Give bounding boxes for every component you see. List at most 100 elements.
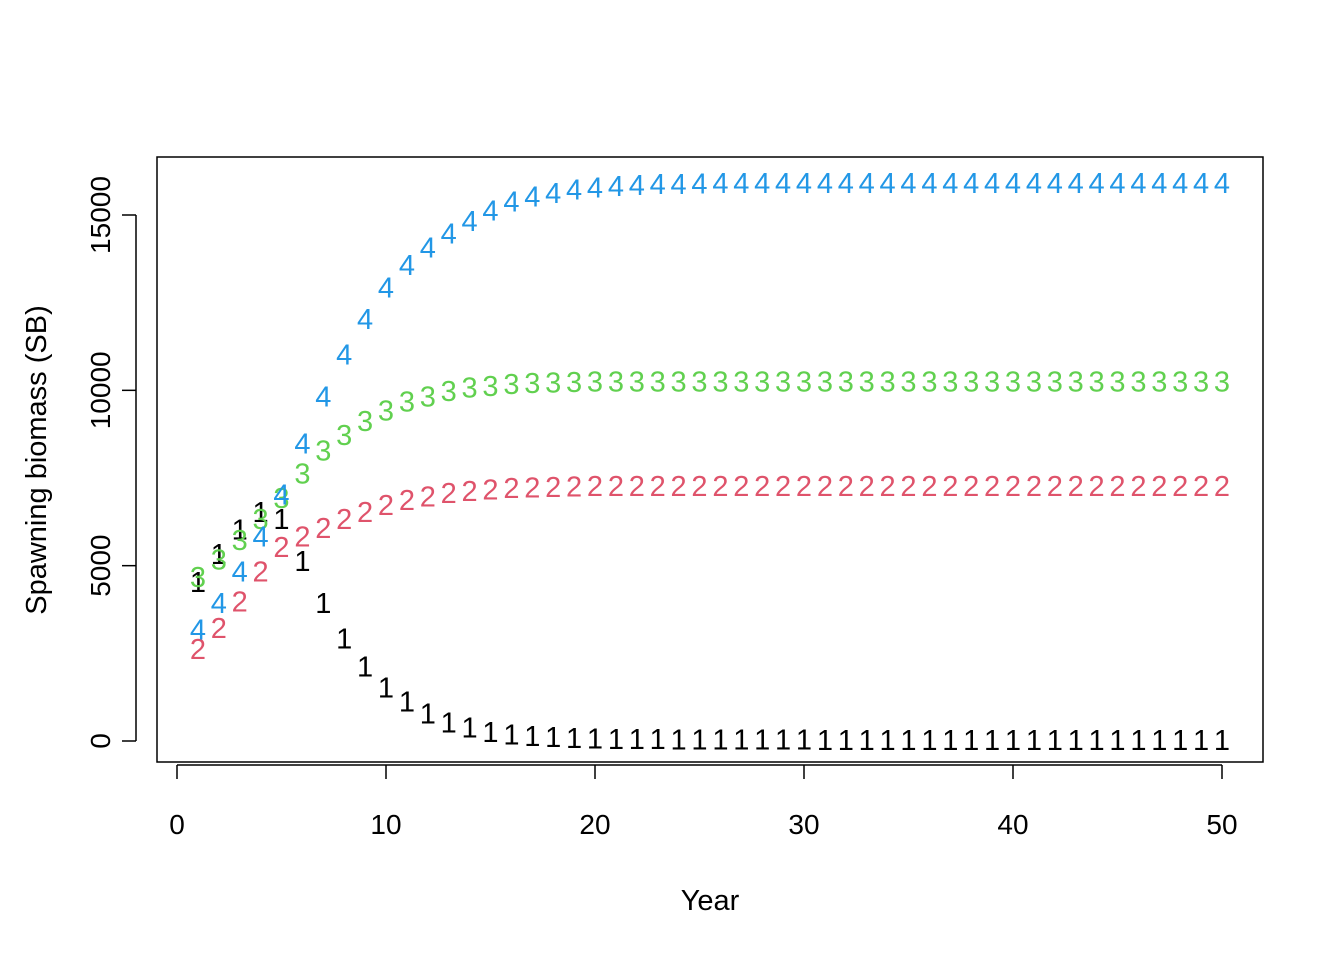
data-point: 2 bbox=[796, 471, 812, 503]
data-point: 4 bbox=[1109, 168, 1125, 200]
data-point: 2 bbox=[629, 471, 645, 503]
data-point: 1 bbox=[462, 713, 478, 745]
data-point: 3 bbox=[1026, 366, 1042, 398]
data-point: 3 bbox=[608, 366, 624, 398]
data-point: 3 bbox=[817, 366, 833, 398]
data-point: 2 bbox=[775, 471, 791, 503]
data-point: 4 bbox=[712, 168, 728, 200]
data-point: 1 bbox=[420, 699, 436, 731]
data-point: 3 bbox=[1193, 366, 1209, 398]
data-point: 3 bbox=[524, 368, 540, 400]
data-point: 2 bbox=[524, 473, 540, 505]
data-point: 1 bbox=[712, 725, 728, 757]
data-point: 1 bbox=[294, 546, 310, 578]
data-point: 4 bbox=[462, 206, 478, 238]
data-point: 2 bbox=[273, 532, 289, 564]
y-axis-title: Spawning biomass (SB) bbox=[21, 305, 53, 614]
data-point: 1 bbox=[1089, 725, 1105, 757]
data-point: 4 bbox=[503, 187, 519, 219]
data-point: 2 bbox=[566, 471, 582, 503]
data-point: 1 bbox=[1151, 725, 1167, 757]
data-point: 4 bbox=[232, 557, 248, 589]
data-point: 3 bbox=[190, 562, 206, 594]
data-point: 2 bbox=[315, 513, 331, 545]
data-point: 2 bbox=[503, 473, 519, 505]
data-point: 3 bbox=[1172, 366, 1188, 398]
data-point: 1 bbox=[1214, 725, 1230, 757]
data-point: 1 bbox=[1026, 725, 1042, 757]
data-point: 3 bbox=[566, 367, 582, 399]
data-point: 1 bbox=[754, 725, 770, 757]
data-point: 2 bbox=[1047, 471, 1063, 503]
data-point: 2 bbox=[880, 471, 896, 503]
data-point: 4 bbox=[294, 429, 310, 461]
data-point: 3 bbox=[629, 366, 645, 398]
data-point: 4 bbox=[838, 168, 854, 200]
data-point: 3 bbox=[900, 366, 916, 398]
data-point: 2 bbox=[1214, 471, 1230, 503]
data-point: 3 bbox=[1214, 366, 1230, 398]
data-point: 2 bbox=[1193, 471, 1209, 503]
data-point: 2 bbox=[232, 586, 248, 618]
data-point: 3 bbox=[984, 366, 1000, 398]
data-point: 4 bbox=[775, 168, 791, 200]
data-point: 2 bbox=[1130, 471, 1146, 503]
data-point: 4 bbox=[190, 615, 206, 647]
data-point: 4 bbox=[1193, 168, 1209, 200]
data-point: 1 bbox=[963, 725, 979, 757]
data-point: 4 bbox=[1151, 168, 1167, 200]
data-point: 4 bbox=[880, 168, 896, 200]
data-point: 3 bbox=[733, 366, 749, 398]
data-point: 2 bbox=[378, 490, 394, 522]
data-point: 1 bbox=[503, 719, 519, 751]
data-point: 1 bbox=[357, 651, 373, 683]
data-point: 3 bbox=[545, 367, 561, 399]
data-point: 3 bbox=[273, 483, 289, 515]
data-point: 1 bbox=[838, 725, 854, 757]
y-tick-label: 10000 bbox=[85, 351, 116, 429]
data-point: 1 bbox=[796, 725, 812, 757]
data-point: 1 bbox=[733, 725, 749, 757]
data-point: 2 bbox=[587, 471, 603, 503]
data-point: 2 bbox=[294, 522, 310, 554]
x-axis-ticks: 0 10 20 30 40 50 bbox=[169, 765, 1238, 840]
x-tick-label: 30 bbox=[788, 809, 819, 840]
x-axis-title: Year bbox=[681, 885, 740, 917]
data-point: 2 bbox=[963, 471, 979, 503]
data-point: 2 bbox=[1005, 471, 1021, 503]
data-point: 2 bbox=[921, 471, 937, 503]
x-tick-label: 20 bbox=[579, 809, 610, 840]
data-point: 2 bbox=[650, 471, 666, 503]
data-point: 1 bbox=[1005, 725, 1021, 757]
data-point: 4 bbox=[253, 522, 269, 554]
data-point: 2 bbox=[1172, 471, 1188, 503]
data-point: 3 bbox=[294, 458, 310, 490]
y-tick-label: 15000 bbox=[85, 176, 116, 254]
data-point: 2 bbox=[357, 497, 373, 529]
data-point: 3 bbox=[859, 366, 875, 398]
data-point: 2 bbox=[1109, 471, 1125, 503]
data-point: 3 bbox=[503, 369, 519, 401]
data-point: 2 bbox=[462, 476, 478, 508]
data-point: 1 bbox=[1047, 725, 1063, 757]
data-point: 4 bbox=[859, 168, 875, 200]
data-point: 1 bbox=[629, 724, 645, 756]
data-point: 2 bbox=[942, 471, 958, 503]
data-point: 2 bbox=[1151, 471, 1167, 503]
data-point: 3 bbox=[838, 366, 854, 398]
data-point: 4 bbox=[963, 168, 979, 200]
data-point: 4 bbox=[378, 273, 394, 305]
data-point: 1 bbox=[315, 588, 331, 620]
data-point: 2 bbox=[482, 474, 498, 506]
data-point: 1 bbox=[1109, 725, 1125, 757]
data-point: 1 bbox=[880, 725, 896, 757]
data-point: 4 bbox=[545, 178, 561, 210]
data-point: 4 bbox=[336, 339, 352, 371]
y-tick-label: 5000 bbox=[85, 535, 116, 597]
data-point: 4 bbox=[1089, 168, 1105, 200]
data-point: 4 bbox=[608, 171, 624, 203]
